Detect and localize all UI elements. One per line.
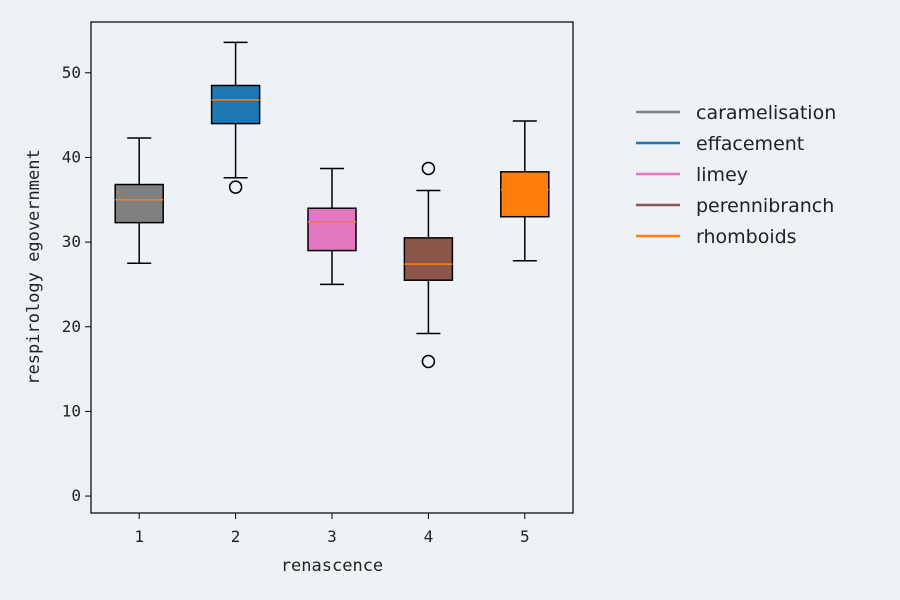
x-tick-label: 2 <box>231 527 241 546</box>
x-axis-title: renascence <box>281 556 383 576</box>
y-tick-label: 30 <box>62 232 81 251</box>
y-axis-title: respirology egovernment <box>24 149 44 384</box>
x-tick-label: 5 <box>520 527 530 546</box>
box-limey <box>307 167 357 286</box>
y-tick-label: 50 <box>62 63 81 82</box>
box-body <box>403 237 454 281</box>
outlier-point <box>421 354 436 369</box>
legend-entry-limey: limey <box>636 164 748 186</box>
plot-frame <box>90 21 574 514</box>
box-body <box>500 171 550 218</box>
boxes-layer <box>114 41 550 369</box>
x-tick-label: 4 <box>424 527 434 546</box>
legend-entry-rhomboids: rhomboids <box>636 226 797 248</box>
x-axis: 1 2 3 4 5 <box>134 513 530 546</box>
box-caramelisation <box>114 137 164 265</box>
legend-entry-perennibranch: perennibranch <box>636 195 834 217</box>
box-effacement <box>210 41 261 194</box>
y-tick-label: 40 <box>62 147 81 166</box>
y-tick-label: 10 <box>62 401 81 420</box>
x-tick-label: 1 <box>134 527 144 546</box>
legend-label: perennibranch <box>696 195 834 217</box>
legend: caramelisation effacement limey perennibran… <box>636 102 836 248</box>
y-tick-label: 0 <box>71 486 81 505</box>
box-rhomboids <box>500 120 550 262</box>
legend-label: rhomboids <box>696 226 797 248</box>
y-axis: 0 10 20 30 40 50 <box>62 63 91 505</box>
legend-entry-effacement: effacement <box>636 133 804 155</box>
legend-label: effacement <box>696 133 804 155</box>
box-perennibranch <box>403 161 454 369</box>
legend-entry-caramelisation: caramelisation <box>636 102 836 124</box>
outlier-point <box>228 180 243 194</box>
legend-label: caramelisation <box>696 102 836 124</box>
y-tick-label: 20 <box>62 317 81 336</box>
box-body <box>307 207 357 252</box>
legend-label: limey <box>696 164 748 186</box>
outlier-point <box>421 161 436 176</box>
box-body <box>210 84 261 125</box>
box-body <box>114 183 164 224</box>
x-tick-label: 3 <box>327 527 337 546</box>
